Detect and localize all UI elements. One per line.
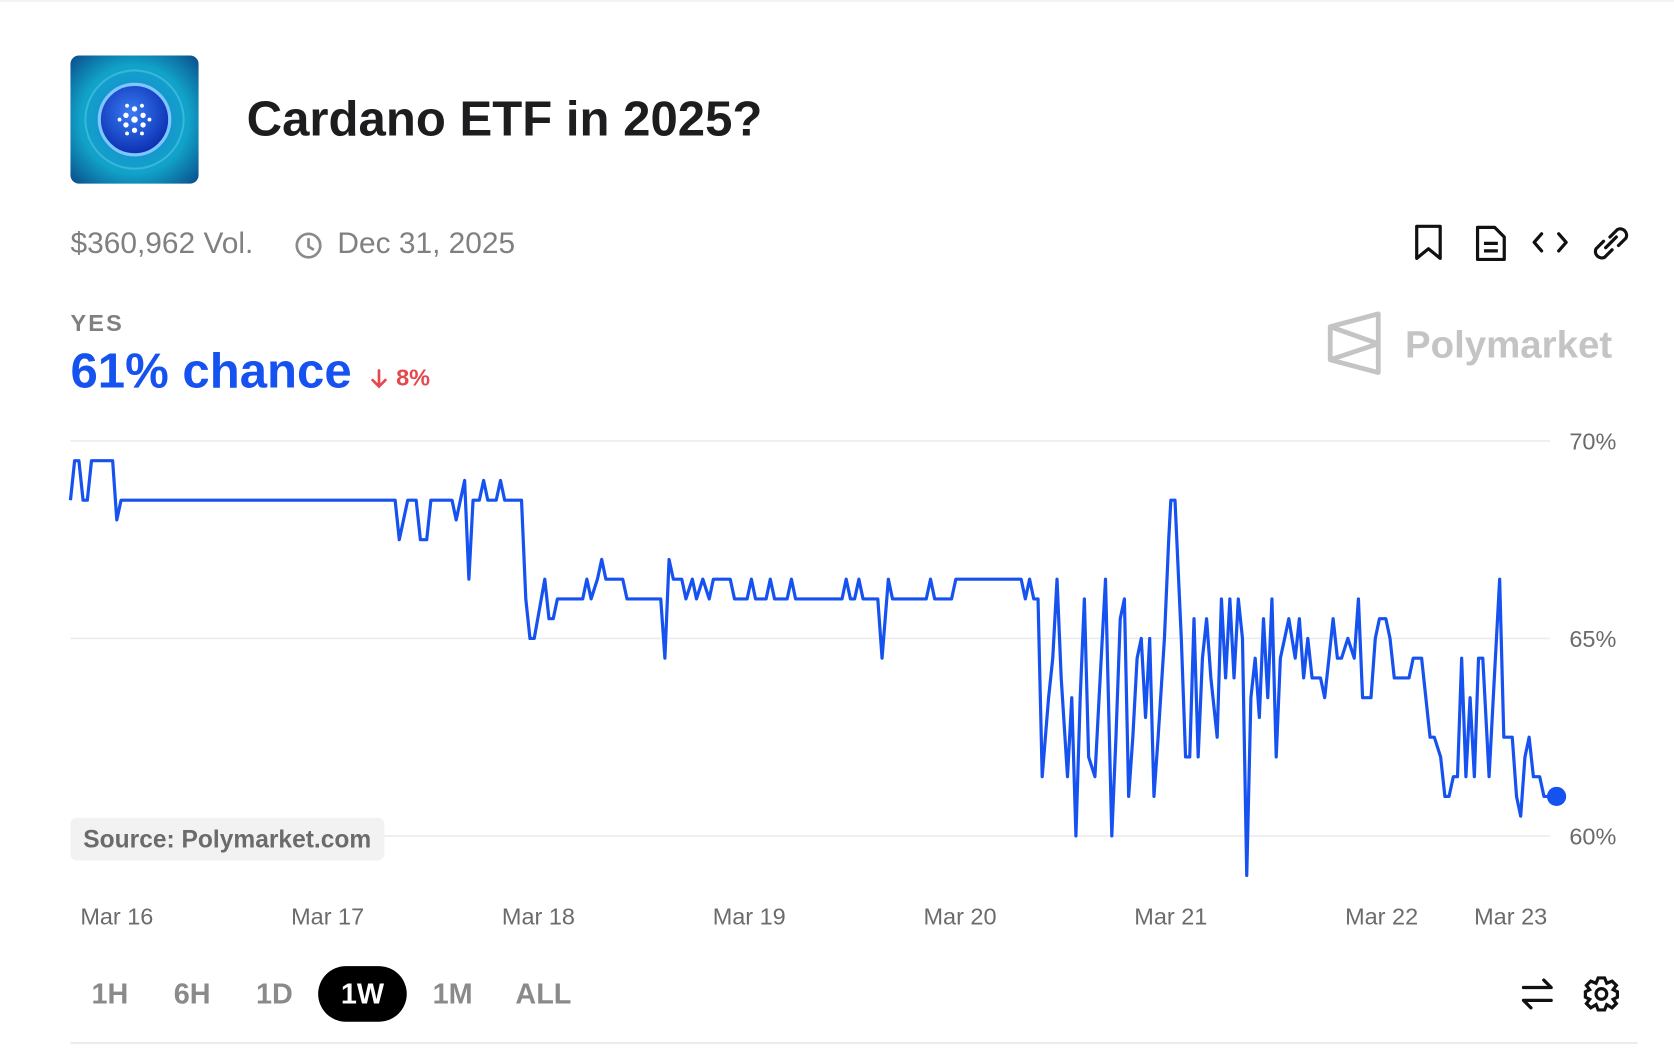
- x-tick-label: Mar 16: [80, 904, 153, 930]
- link-icon[interactable]: [1593, 227, 1629, 260]
- bookmark-icon[interactable]: [1415, 224, 1442, 260]
- y-tick-label: 65%: [1569, 626, 1616, 652]
- timeframe-button[interactable]: 1D: [255, 977, 293, 1010]
- settings-icon[interactable]: [1583, 976, 1620, 1012]
- market-icon: [70, 55, 199, 184]
- brand-logo: [1327, 311, 1381, 375]
- timeframe-button[interactable]: ALL: [515, 977, 572, 1010]
- embed-icon[interactable]: [1532, 232, 1568, 253]
- x-tick-label: Mar 18: [502, 904, 575, 930]
- swap-icon[interactable]: [1521, 978, 1553, 1010]
- brand-name: Polymarket: [1404, 322, 1613, 367]
- volume: $360,962 Vol.: [70, 226, 254, 260]
- clock-icon: [295, 232, 322, 259]
- document-icon[interactable]: [1475, 225, 1506, 262]
- x-tick-label: Mar 23: [1474, 904, 1547, 930]
- y-tick-label: 70%: [1569, 428, 1616, 454]
- market-title: Cardano ETF in 2025?: [246, 90, 763, 147]
- x-tick-label: Mar 19: [713, 904, 786, 930]
- end-date: Dec 31, 2025: [337, 226, 516, 260]
- x-tick-label: Mar 21: [1134, 904, 1207, 930]
- x-tick-label: Mar 17: [291, 904, 364, 930]
- timeframe-button[interactable]: 6H: [173, 977, 211, 1010]
- outcome-label: YES: [70, 309, 124, 337]
- y-tick-label: 60%: [1569, 823, 1616, 849]
- timeframe-button[interactable]: 1M: [432, 977, 473, 1010]
- x-tick-label: Mar 22: [1345, 904, 1418, 930]
- timeframe-button[interactable]: 1H: [91, 977, 129, 1010]
- top-border: [0, 0, 1674, 3]
- bottom-divider: [70, 1041, 1638, 1045]
- change: 8%: [396, 364, 431, 391]
- source-label: Source: Polymarket.com: [70, 817, 385, 861]
- down-arrow-icon: [371, 369, 387, 389]
- last-point: [1546, 786, 1567, 807]
- chance: 61% chance: [70, 342, 352, 399]
- price-line: [68, 459, 1557, 878]
- timeframe-button[interactable]: 1W: [318, 966, 407, 1022]
- x-tick-label: Mar 20: [923, 904, 996, 930]
